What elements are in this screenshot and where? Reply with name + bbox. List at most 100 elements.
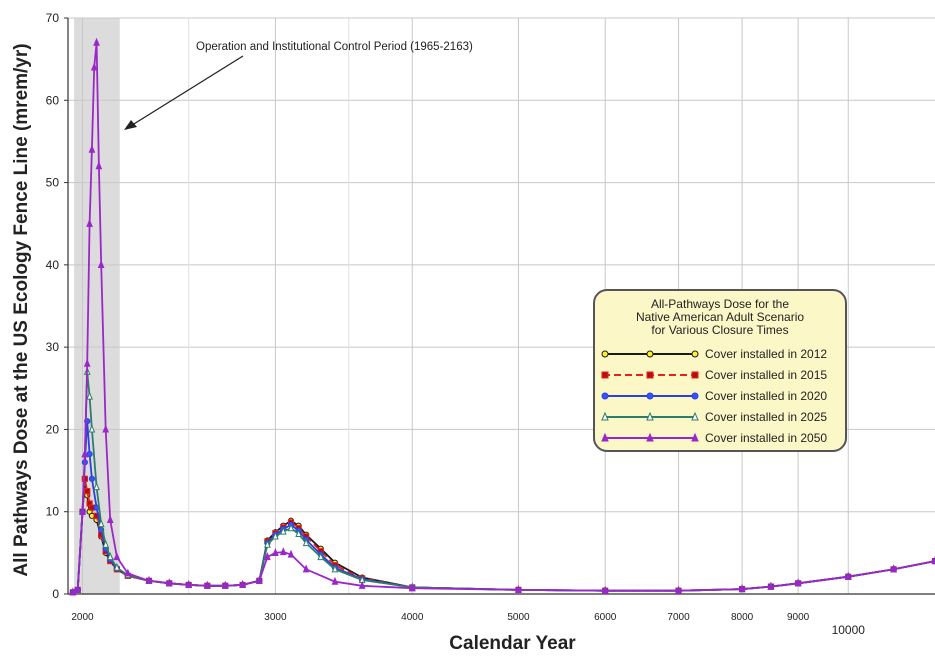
series-point <box>264 552 271 561</box>
legend: All-Pathways Dose for the Native America… <box>593 289 847 452</box>
series-point <box>255 575 263 584</box>
series-point <box>691 392 699 399</box>
series-point <box>93 37 100 46</box>
series-point <box>113 552 121 561</box>
series-point <box>601 432 609 441</box>
series-point <box>106 515 114 524</box>
y-tick-label: 10 <box>46 505 60 519</box>
legend-entry: Cover installed in 2050 <box>595 427 845 448</box>
series-point <box>102 424 110 433</box>
legend-swatch <box>601 432 699 441</box>
x-tick-label: 10000 <box>832 623 866 637</box>
series-point <box>646 411 654 420</box>
series-point <box>331 564 339 573</box>
series-point <box>295 529 302 538</box>
series-point <box>691 371 699 378</box>
series-point <box>95 161 103 170</box>
y-tick-label: 20 <box>46 422 60 436</box>
series-point <box>408 583 416 592</box>
series-point <box>287 549 295 558</box>
legend-entry: Cover installed in 2015 <box>595 364 845 385</box>
legend-swatch <box>601 411 699 420</box>
series-point <box>279 547 287 556</box>
series-point <box>74 584 82 593</box>
legend-swatch <box>601 392 699 399</box>
x-tick-label: 9000 <box>787 612 810 623</box>
legend-entries: Cover installed in 2012 Cover installed i… <box>595 343 845 448</box>
series-point <box>794 578 802 587</box>
series-point <box>646 371 654 378</box>
series-point <box>302 538 310 547</box>
series-point <box>239 580 246 589</box>
y-tick-label: 60 <box>46 93 60 107</box>
series-point <box>691 432 699 441</box>
series-point <box>601 585 609 594</box>
series-point <box>601 371 609 378</box>
y-axis-label-box: All Pathways Dose at the US Ecology Fenc… <box>2 10 42 610</box>
series-point <box>890 564 897 573</box>
series-point <box>88 424 96 433</box>
series-point <box>738 584 746 593</box>
series-point <box>358 580 366 589</box>
period-annotation: Operation and Institutional Control Peri… <box>196 41 473 53</box>
series-point <box>88 144 96 153</box>
legend-title-line: All-Pathways Dose for the <box>650 297 790 311</box>
series-point <box>844 571 852 580</box>
series-point <box>302 564 310 573</box>
series-point <box>83 358 91 367</box>
series-point <box>86 391 93 400</box>
series-point <box>515 584 522 593</box>
series-point <box>86 451 93 458</box>
legend-swatch <box>601 350 699 357</box>
x-tick-label: 5000 <box>507 612 530 623</box>
series-point <box>601 411 609 420</box>
series-point <box>79 506 86 515</box>
series-point <box>264 539 271 548</box>
legend-label: Cover installed in 2050 <box>705 430 828 445</box>
x-axis-label: Calendar Year <box>449 633 576 654</box>
series-point <box>317 552 325 561</box>
series-group <box>69 37 935 596</box>
x-tick-label: 4000 <box>401 612 424 623</box>
legend-label: Cover installed in 2015 <box>705 367 828 382</box>
series-point <box>646 350 654 357</box>
x-tick-label: 6000 <box>594 612 617 623</box>
series-point <box>691 411 699 420</box>
series-point <box>113 562 121 571</box>
series-point <box>97 259 105 268</box>
y-tick-label: 40 <box>46 258 60 272</box>
series-point <box>81 449 89 458</box>
series-point <box>287 523 295 532</box>
legend-swatch <box>601 371 699 378</box>
series-point <box>601 350 609 357</box>
series-point <box>272 547 279 556</box>
series-point <box>86 218 93 227</box>
annotation-arrow-head <box>124 120 137 130</box>
x-tick-label: 2000 <box>71 612 94 623</box>
series-point <box>203 580 211 589</box>
series-point <box>185 580 193 589</box>
x-tick-label: 3000 <box>264 612 287 623</box>
annotation-arrow-line <box>128 55 244 128</box>
series-point <box>97 519 105 528</box>
series-point <box>102 539 110 548</box>
legend-title-line: Native American Adult Scenario <box>635 310 805 324</box>
shaded-period <box>74 18 120 594</box>
series-point <box>165 578 173 587</box>
series-point <box>145 575 153 584</box>
legend-entry: Cover installed in 2025 <box>595 406 845 427</box>
legend-entry: Cover installed in 2012 <box>595 343 845 364</box>
y-tick-label: 0 <box>52 587 59 601</box>
y-tick-label: 50 <box>46 176 60 190</box>
series-point <box>931 556 935 565</box>
series-point <box>84 488 91 495</box>
legend-entry: Cover installed in 2020 <box>595 385 845 406</box>
legend-title: All-Pathways Dose for the Native America… <box>595 291 845 337</box>
series-point <box>601 392 609 399</box>
x-tick-label: 8000 <box>731 612 754 623</box>
series-point <box>124 568 132 577</box>
series-point <box>93 482 100 491</box>
legend-title-line: for Various Closure Times <box>651 323 789 337</box>
y-axis-label: All Pathways Dose at the US Ecology Fenc… <box>11 43 32 577</box>
series-point <box>646 392 654 399</box>
